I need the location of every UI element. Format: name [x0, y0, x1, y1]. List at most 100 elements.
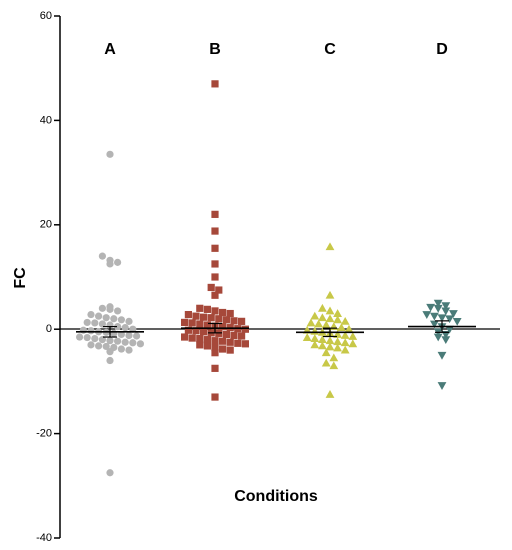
data-point [441, 302, 451, 311]
y-tick-label: 40 [40, 114, 52, 126]
data-point [110, 315, 118, 323]
data-point [98, 304, 106, 312]
group-label: C [324, 41, 336, 58]
data-point [333, 343, 342, 352]
data-point [87, 310, 95, 319]
data-point [211, 260, 219, 268]
data-point [340, 316, 350, 325]
data-point [117, 316, 125, 324]
data-point [211, 337, 219, 345]
data-point [91, 334, 99, 343]
data-point [321, 348, 331, 357]
data-point [222, 316, 230, 324]
data-point [207, 283, 215, 292]
data-point [422, 311, 432, 319]
data-point [445, 325, 454, 334]
data-point [219, 337, 227, 345]
data-point [121, 338, 129, 346]
data-point [340, 331, 350, 339]
data-point [310, 326, 320, 335]
data-point [238, 317, 246, 325]
data-point [238, 332, 246, 340]
data-point [215, 286, 223, 294]
x-axis-title: Conditions [234, 488, 318, 505]
data-point [222, 330, 230, 339]
data-point [211, 393, 219, 401]
data-point [102, 314, 110, 322]
data-point [226, 338, 234, 346]
data-point [219, 322, 227, 331]
data-point [211, 307, 219, 315]
data-point [211, 244, 219, 252]
data-point [318, 303, 327, 312]
data-point [441, 336, 451, 345]
data-point [114, 337, 122, 345]
group-label: B [209, 41, 221, 58]
data-point [329, 322, 339, 330]
data-point [102, 342, 110, 351]
y-ticks: 60 40 20 0 -20 -40 [36, 10, 60, 544]
data-point [329, 353, 339, 362]
data-point [125, 346, 133, 354]
data-point [87, 327, 95, 335]
data-point [348, 339, 358, 348]
data-point [125, 317, 133, 325]
data-point [318, 335, 327, 344]
data-point [314, 319, 323, 328]
data-point [325, 290, 335, 299]
data-point [114, 322, 122, 331]
data-point [203, 342, 211, 350]
data-point [129, 339, 137, 347]
data-point [325, 336, 335, 345]
data-point [192, 327, 200, 335]
data-point [226, 309, 234, 318]
group-label: D [436, 41, 448, 58]
data-point [333, 330, 342, 338]
data-point [452, 317, 462, 326]
data-point [426, 303, 435, 312]
data-point [344, 324, 354, 333]
data-point [117, 330, 125, 339]
data-point [441, 331, 451, 339]
data-point [211, 343, 219, 352]
data-point [325, 342, 335, 351]
data-point [241, 340, 249, 348]
data-point [325, 390, 335, 398]
data-point [98, 320, 106, 328]
data-point [211, 80, 219, 88]
data-point [433, 333, 443, 342]
data-point [106, 305, 114, 313]
data-point [136, 340, 144, 348]
mean-error-bars [76, 320, 476, 338]
data-point [441, 307, 451, 316]
data-point [121, 324, 129, 332]
y-tick-label: 60 [40, 10, 52, 22]
data-point [333, 315, 342, 324]
data-point [114, 258, 122, 266]
data-point [219, 308, 227, 317]
data-point [310, 311, 320, 320]
y-tick-label: 20 [40, 219, 52, 231]
data-point [129, 325, 137, 333]
data-point [211, 210, 219, 218]
data-point [196, 320, 204, 328]
data-point [241, 325, 249, 333]
data-point [98, 336, 106, 344]
y-axis-title: FC [12, 267, 29, 289]
data-point [318, 313, 327, 322]
data-point [125, 331, 133, 340]
data-point [114, 307, 122, 315]
data-point [329, 361, 339, 370]
data-point [196, 341, 204, 349]
data-point [184, 310, 192, 319]
data-point [91, 319, 99, 327]
data-point [200, 313, 208, 321]
data-point [106, 337, 114, 345]
data-point [106, 469, 114, 477]
data-point [83, 333, 91, 342]
group-label: A [104, 41, 116, 58]
data-point [106, 348, 114, 356]
data-point [188, 319, 196, 327]
data-point [106, 356, 114, 365]
data-point [79, 326, 87, 334]
